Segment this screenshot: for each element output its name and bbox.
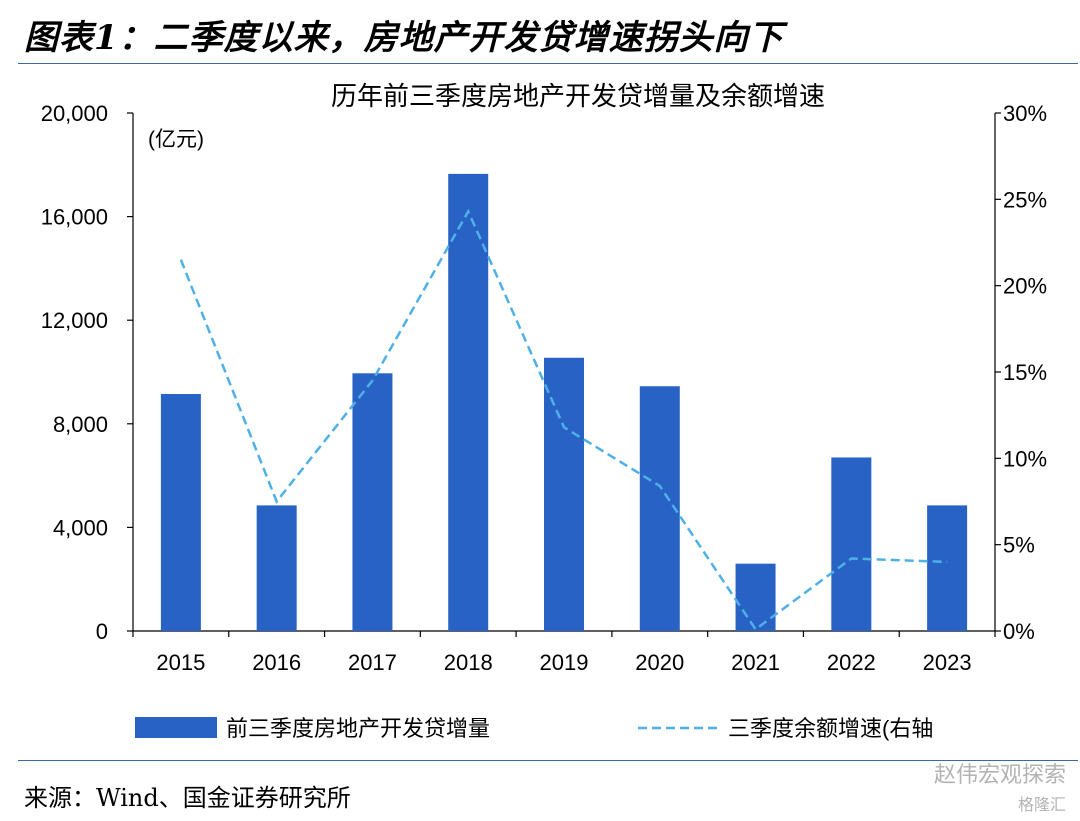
x-tick-label: 2016 (252, 650, 301, 675)
right-tick-label: 5% (1003, 533, 1035, 558)
x-tick-label: 2022 (827, 650, 876, 675)
right-tick-label: 10% (1003, 446, 1047, 471)
bar-series (160, 173, 968, 632)
top-divider (18, 63, 1078, 64)
legend-line-label: 三季度余额增速(右轴 (728, 716, 933, 741)
bar (256, 505, 297, 631)
right-tick-label: 25% (1003, 187, 1047, 212)
bar (831, 457, 872, 631)
source-note: 来源：Wind、国金证券研究所 (24, 784, 351, 812)
left-tick-label: 8,000 (53, 412, 108, 437)
legend-bar-swatch (135, 717, 217, 738)
x-tick-label: 2020 (635, 650, 684, 675)
left-tick-label: 20,000 (41, 101, 108, 126)
x-tick-label: 2017 (348, 650, 397, 675)
bar (735, 563, 776, 631)
bar (160, 394, 201, 631)
x-tick-label: 2021 (731, 650, 780, 675)
left-tick-label: 0 (96, 619, 108, 644)
right-tick-label: 30% (1003, 101, 1047, 126)
axes: 0 4,000 8,000 12,000 16,000 20,000 0% 5% 10% 15% 2… (41, 101, 1047, 675)
bar (927, 505, 968, 631)
bar (352, 373, 393, 631)
bar (544, 357, 584, 631)
legend-bar-label: 前三季度房地产开发贷增量 (226, 716, 490, 741)
left-tick-label: 4,000 (53, 515, 108, 540)
line-series (179, 208, 948, 632)
right-tick-label: 20% (1003, 274, 1047, 299)
right-tick-label: 15% (1003, 360, 1047, 385)
x-tick-label: 2023 (923, 650, 972, 675)
bar (448, 173, 489, 632)
watermark-brand: 赵伟宏观探索 (933, 763, 1066, 788)
x-tick-label: 2018 (444, 650, 493, 675)
watermark-source: 格隆汇 (1017, 795, 1066, 814)
x-tick-label: 2019 (540, 650, 589, 675)
chart-title: 历年前三季度房地产开发贷增量及余额增速 (331, 81, 825, 111)
bottom-divider (18, 760, 1078, 761)
y-axis-unit-label: (亿元) (148, 128, 204, 151)
left-tick-label: 12,000 (41, 308, 108, 333)
right-tick-label: 0% (1003, 619, 1035, 644)
x-tick-label: 2015 (156, 650, 205, 675)
left-tick-label: 16,000 (41, 205, 108, 230)
watermark: 赵伟宏观探索 格隆汇 (934, 757, 1066, 815)
bar (639, 386, 680, 631)
legend: 前三季度房地产开发贷增量 三季度余额增速(右轴 (135, 716, 933, 741)
figure-title: 图表1：二季度以来，房地产开发贷增速拐头向下 (24, 18, 784, 58)
